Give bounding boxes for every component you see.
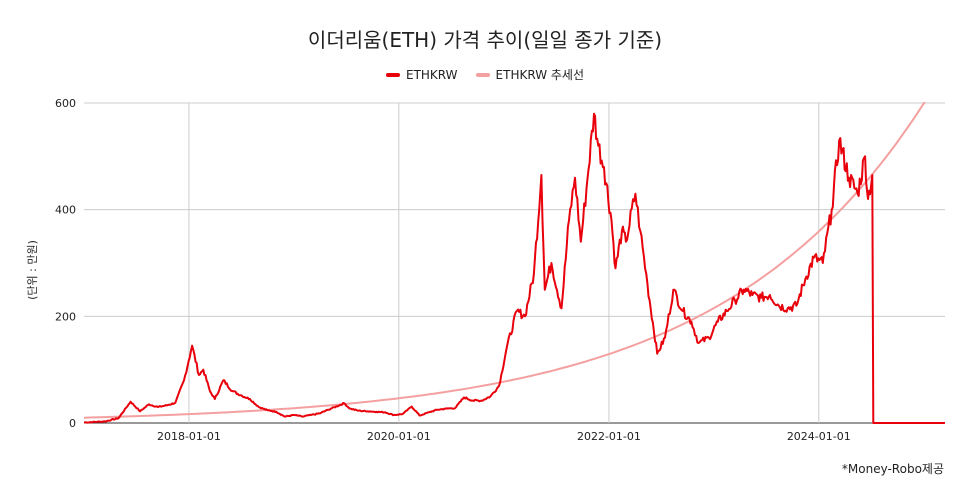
- x-tick-label: 2018-01-01: [157, 430, 221, 443]
- chart-title: 이더리움(ETH) 가격 추이(일일 종가 기준): [307, 28, 663, 52]
- credit-note: *Money-Robo제공: [841, 462, 944, 476]
- legend-label-ethkrw: ETHKRW: [406, 67, 458, 82]
- y-tick-label: 0: [69, 417, 76, 430]
- series-line-trend: [84, 102, 926, 419]
- x-tick-label: 2024-01-01: [787, 430, 851, 443]
- x-tick-label: 2022-01-01: [577, 430, 641, 443]
- legend-item-ethkrw: ETHKRW: [386, 66, 458, 83]
- legend-swatch-trend: [475, 72, 490, 77]
- y-tick-label: 200: [55, 310, 76, 323]
- y-axis-label: (단위 : 만원): [26, 240, 39, 300]
- series-line-ethkrw: [84, 112, 945, 424]
- legend: ETHKRW ETHKRW 추세선: [0, 66, 970, 83]
- legend-label-trend: ETHKRW 추세선: [495, 68, 584, 82]
- legend-item-trend: ETHKRW 추세선: [475, 66, 584, 83]
- legend-swatch-ethkrw: [386, 72, 400, 77]
- y-tick-label: 400: [55, 204, 76, 217]
- x-tick-label: 2020-01-01: [367, 430, 431, 443]
- y-tick-label: 600: [55, 97, 76, 110]
